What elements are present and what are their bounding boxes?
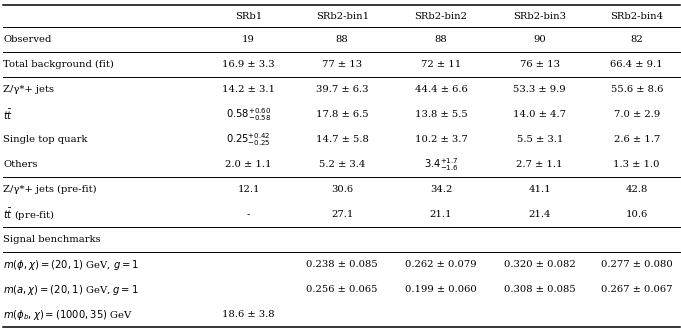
Text: 0.238 ± 0.085: 0.238 ± 0.085 [306,260,378,269]
Text: 41.1: 41.1 [528,185,551,194]
Text: 14.7 ± 5.8: 14.7 ± 5.8 [316,135,368,144]
Text: 42.8: 42.8 [626,185,648,194]
Text: SRb2-bin1: SRb2-bin1 [315,12,369,21]
Text: 0.199 ± 0.060: 0.199 ± 0.060 [405,285,477,294]
Text: SRb2-bin3: SRb2-bin3 [513,12,566,21]
Text: Z/γ*+ jets: Z/γ*+ jets [3,85,54,94]
Text: 14.2 ± 3.1: 14.2 ± 3.1 [222,85,275,94]
Text: 10.2 ± 3.7: 10.2 ± 3.7 [415,135,467,144]
Text: -: - [247,210,250,219]
Text: 90: 90 [533,35,546,44]
Text: 34.2: 34.2 [430,185,452,194]
Text: 19: 19 [242,35,255,44]
Text: 21.1: 21.1 [430,210,452,219]
Text: 88: 88 [336,35,349,44]
Text: 27.1: 27.1 [331,210,353,219]
Text: $m(\phi, \chi) = (20, 1)$ GeV, $g = 1$: $m(\phi, \chi) = (20, 1)$ GeV, $g = 1$ [3,258,140,272]
Text: 2.7 ± 1.1: 2.7 ± 1.1 [516,160,563,169]
Text: $0.25^{+0.42}_{-0.25}$: $0.25^{+0.42}_{-0.25}$ [226,131,271,148]
Text: 0.308 ± 0.085: 0.308 ± 0.085 [504,285,575,294]
Text: 82: 82 [631,35,643,44]
Text: 72 ± 11: 72 ± 11 [421,60,461,69]
Text: SRb1: SRb1 [235,12,262,21]
Text: 76 ± 13: 76 ± 13 [520,60,560,69]
Text: SRb2-bin4: SRb2-bin4 [610,12,663,21]
Text: $t\bar{t}$ (pre-fit): $t\bar{t}$ (pre-fit) [3,207,55,223]
Text: 2.0 ± 1.1: 2.0 ± 1.1 [225,160,272,169]
Text: 88: 88 [434,35,447,44]
Text: 0.277 ± 0.080: 0.277 ± 0.080 [601,260,673,269]
Text: 30.6: 30.6 [331,185,353,194]
Text: Z/γ*+ jets (pre-fit): Z/γ*+ jets (pre-fit) [3,185,97,194]
Text: Single top quark: Single top quark [3,135,88,144]
Text: 66.4 ± 9.1: 66.4 ± 9.1 [610,60,663,69]
Text: Others: Others [3,160,38,169]
Text: 44.4 ± 6.6: 44.4 ± 6.6 [415,85,467,94]
Text: 17.8 ± 6.5: 17.8 ± 6.5 [316,110,368,119]
Text: $t\bar{t}$: $t\bar{t}$ [3,108,14,122]
Text: 10.6: 10.6 [626,210,648,219]
Text: $m(a, \chi) = (20, 1)$ GeV, $g = 1$: $m(a, \chi) = (20, 1)$ GeV, $g = 1$ [3,283,139,297]
Text: 39.7 ± 6.3: 39.7 ± 6.3 [316,85,368,94]
Text: 1.3 ± 1.0: 1.3 ± 1.0 [614,160,660,169]
Text: 21.4: 21.4 [528,210,551,219]
Text: 77 ± 13: 77 ± 13 [322,60,362,69]
Text: $0.58^{+0.60}_{-0.58}$: $0.58^{+0.60}_{-0.58}$ [226,106,271,123]
Text: $3.4^{+1.7}_{-1.6}$: $3.4^{+1.7}_{-1.6}$ [424,156,458,173]
Text: 12.1: 12.1 [237,185,260,194]
Text: 2.6 ± 1.7: 2.6 ± 1.7 [614,135,660,144]
Text: 5.5 ± 3.1: 5.5 ± 3.1 [516,135,563,144]
Text: 18.6 ± 3.8: 18.6 ± 3.8 [222,310,275,319]
Text: 0.256 ± 0.065: 0.256 ± 0.065 [306,285,378,294]
Text: 0.262 ± 0.079: 0.262 ± 0.079 [405,260,477,269]
Text: 5.2 ± 3.4: 5.2 ± 3.4 [319,160,366,169]
Text: $m(\phi_b, \chi) = (1000, 35)$ GeV: $m(\phi_b, \chi) = (1000, 35)$ GeV [3,308,133,322]
Text: 53.3 ± 9.9: 53.3 ± 9.9 [513,85,566,94]
Text: Total background (fit): Total background (fit) [3,60,114,69]
Text: SRb2-bin2: SRb2-bin2 [415,12,467,21]
Text: 0.320 ± 0.082: 0.320 ± 0.082 [504,260,575,269]
Text: 55.6 ± 8.6: 55.6 ± 8.6 [611,85,663,94]
Text: 16.9 ± 3.3: 16.9 ± 3.3 [222,60,275,69]
Text: 7.0 ± 2.9: 7.0 ± 2.9 [614,110,660,119]
Text: Observed: Observed [3,35,52,44]
Text: 14.0 ± 4.7: 14.0 ± 4.7 [513,110,566,119]
Text: 0.267 ± 0.067: 0.267 ± 0.067 [601,285,672,294]
Text: Signal benchmarks: Signal benchmarks [3,235,101,244]
Text: 13.8 ± 5.5: 13.8 ± 5.5 [415,110,467,119]
